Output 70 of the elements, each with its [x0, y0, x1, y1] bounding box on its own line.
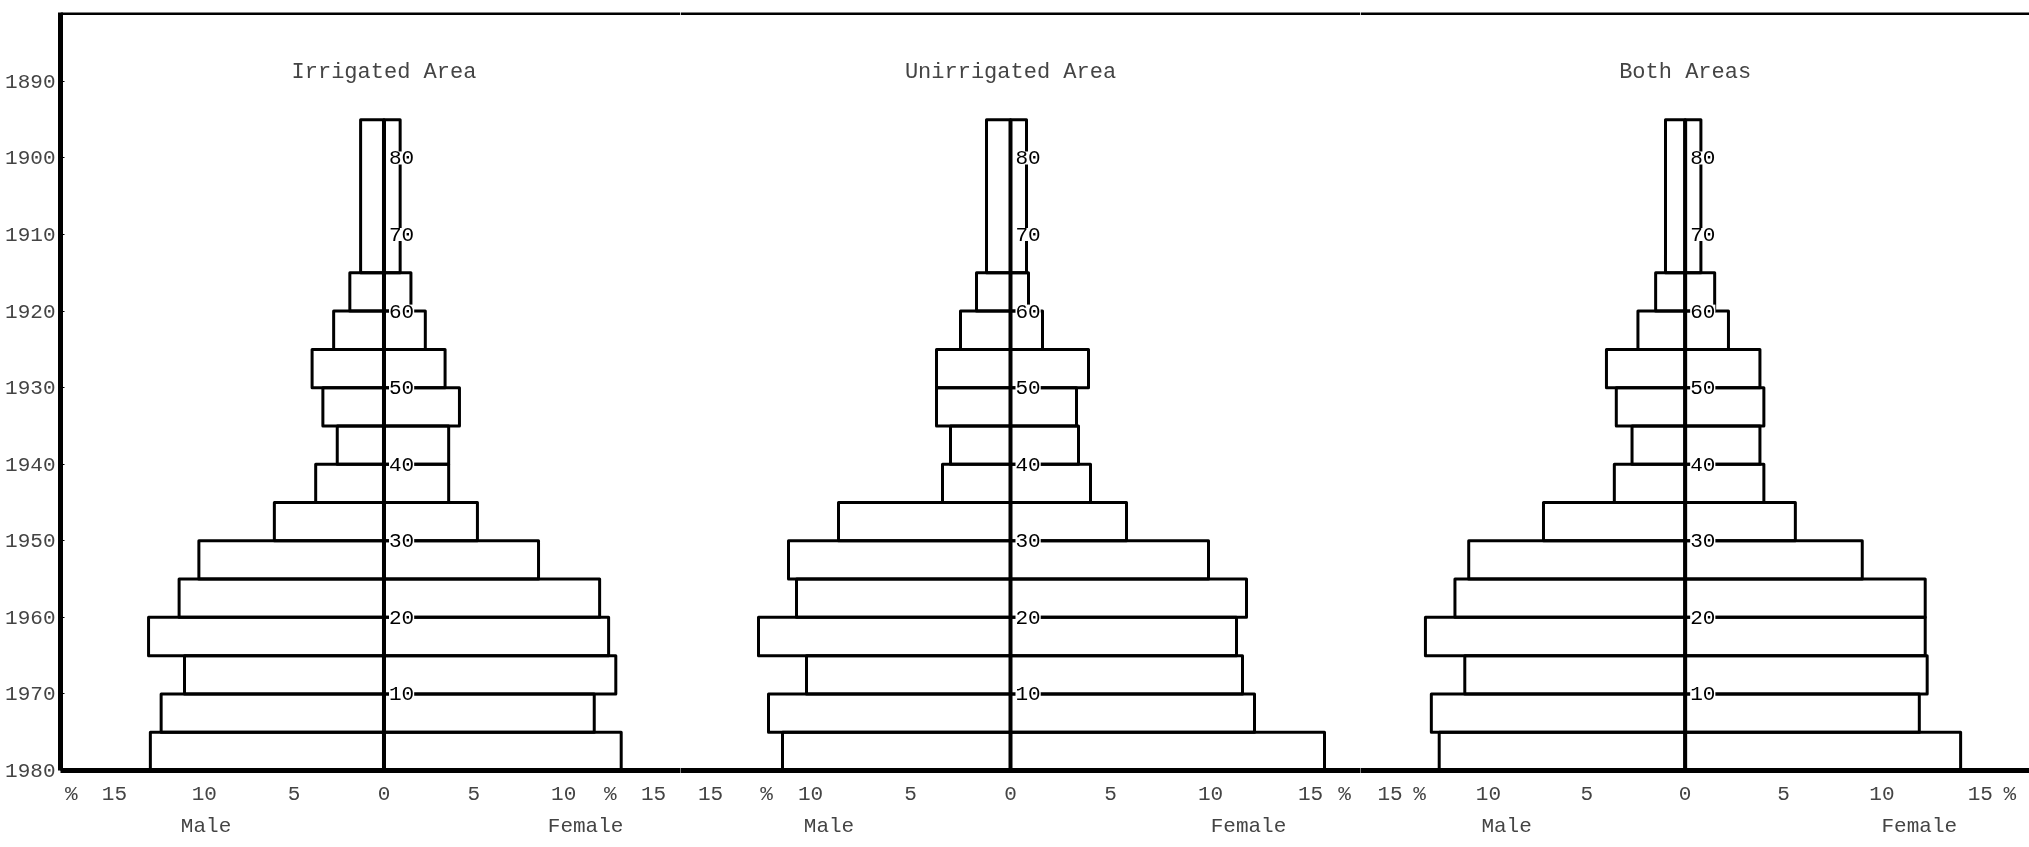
text: Female: [1881, 814, 1958, 838]
y-tick-label: 10: [1015, 683, 1041, 707]
x-tick-label: 15: [101, 782, 128, 806]
y-tick-label: 50: [1015, 377, 1041, 401]
y-tick-label: 80: [1690, 147, 1716, 171]
x-tick-label: 5: [904, 782, 917, 806]
x-tick-label: 0: [377, 782, 391, 806]
x-tick-label: 5: [467, 782, 481, 806]
x-tick-label: 5: [287, 782, 301, 806]
x-tick-label: %: [760, 782, 774, 806]
x-tick-label: 5: [1580, 782, 1594, 806]
y-tick-label: 20: [1015, 606, 1041, 630]
y-tick-label: 50: [388, 377, 415, 401]
y2-tick-label: 1920: [5, 300, 56, 324]
y-tick-label: 80: [388, 147, 415, 171]
y2-tick-label: 1930: [5, 377, 56, 401]
x-tick-label: 15: [640, 782, 667, 806]
y2-tick-label: 1970: [5, 683, 56, 707]
y-tick-label: 60: [1015, 300, 1041, 324]
text: Both Areas: [1619, 59, 1752, 85]
y2-tick-label: 1910: [5, 224, 56, 248]
y-tick-label: 40: [1015, 453, 1041, 477]
x-tick-label: 15: [697, 782, 724, 806]
x-tick-label: 15: [1967, 782, 1993, 806]
y-tick-label: 40: [1690, 453, 1716, 477]
x-tick-label: 15: [1377, 782, 1403, 806]
text: Female: [1210, 814, 1287, 838]
y2-tick-label: 1890: [5, 70, 56, 94]
x-tick-label: 0: [1678, 782, 1692, 806]
x-tick-label: 10: [1475, 782, 1502, 806]
x-tick-label: %: [1338, 782, 1352, 806]
x-tick-label: 0: [1004, 782, 1017, 806]
y-tick-label: 30: [1690, 530, 1716, 554]
y2-tick-label: 1950: [5, 530, 56, 554]
x-tick-label: 10: [797, 782, 824, 806]
x-tick-label: 5: [1104, 782, 1117, 806]
text: Unirrigated Area: [904, 59, 1117, 85]
x-tick-label: %: [1413, 782, 1427, 806]
x-tick-label: %: [2003, 782, 2017, 806]
y-tick-label: 60: [1690, 300, 1716, 324]
y-tick-label: 80: [1015, 147, 1041, 171]
text: Female: [547, 814, 624, 838]
y2-tick-label: 1960: [5, 606, 56, 630]
x-tick-label: 5: [1777, 782, 1790, 806]
x-tick-label: 10: [1197, 782, 1224, 806]
y2-tick-label: 1900: [5, 147, 56, 171]
y-tick-label: 20: [388, 606, 415, 630]
y-tick-label: 60: [388, 300, 415, 324]
y-tick-label: 70: [388, 224, 415, 248]
y-tick-label: 20: [1690, 606, 1716, 630]
x-tick-label: 15: [1297, 782, 1324, 806]
y2-tick-label: 1940: [5, 453, 56, 477]
text: Irrigated Area: [291, 59, 477, 85]
y-tick-label: 50: [1690, 377, 1716, 401]
y-tick-label: 10: [1690, 683, 1716, 707]
text: Male: [1481, 814, 1532, 838]
x-tick-label: 10: [191, 782, 217, 806]
x-tick-label: 10: [1869, 782, 1895, 806]
x-tick-label: %: [604, 782, 618, 806]
y-tick-label: 30: [1015, 530, 1041, 554]
y-tick-label: 10: [388, 683, 415, 707]
y2-tick-label: 1980: [5, 760, 56, 783]
text: Male: [180, 814, 232, 838]
y-tick-label: 40: [388, 453, 415, 477]
y-tick-label: 70: [1015, 224, 1041, 248]
y-tick-label: 70: [1690, 224, 1716, 248]
x-tick-label: %: [64, 782, 78, 806]
x-tick-label: 10: [551, 782, 577, 806]
text: Male: [803, 814, 855, 838]
y-tick-label: 30: [388, 530, 415, 554]
